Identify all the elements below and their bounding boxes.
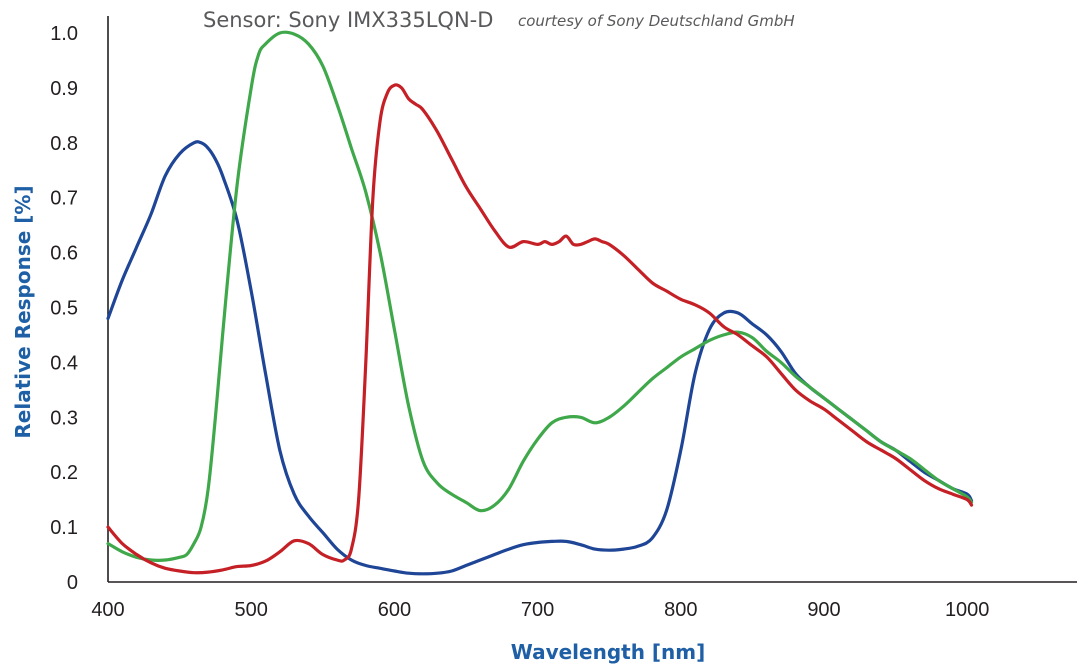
chart-title-text: Sensor: Sony IMX335LQN-D bbox=[203, 8, 493, 32]
x-tick-label: 1000 bbox=[945, 599, 990, 621]
chart-subtitle-text: courtesy of Sony Deutschland GmbH bbox=[518, 12, 795, 30]
y-tick-label: 0.1 bbox=[50, 517, 78, 539]
blue-response-line bbox=[106, 140, 974, 576]
axes bbox=[107, 16, 1077, 583]
series-layer bbox=[106, 30, 974, 576]
y-tick-labels: 0 0.1 0.2 0.3 0.4 0.5 0.6 0.7 0.8 0.9 1.0 bbox=[50, 23, 78, 594]
y-tick-label: 0.9 bbox=[50, 78, 78, 100]
x-tick-label: 700 bbox=[521, 599, 554, 621]
x-axis-label: Wavelength [nm] bbox=[511, 640, 706, 664]
x-tick-label: 600 bbox=[378, 599, 411, 621]
green-response-line bbox=[106, 30, 974, 562]
y-tick-label: 0 bbox=[67, 572, 78, 594]
y-tick-label: 0.4 bbox=[50, 352, 78, 374]
y-tick-label: 0.2 bbox=[50, 462, 78, 484]
red-response-line bbox=[106, 83, 974, 575]
x-tick-labels: 400 500 600 700 800 900 1000 bbox=[91, 599, 989, 621]
x-tick-label: 800 bbox=[664, 599, 697, 621]
x-tick-label: 500 bbox=[235, 599, 268, 621]
chart-title: Sensor: Sony IMX335LQN-D courtesy of Son… bbox=[203, 8, 795, 32]
y-tick-label: 1.0 bbox=[50, 23, 78, 45]
y-axis-label: Relative Response [%] bbox=[11, 185, 35, 438]
y-tick-label: 0.5 bbox=[50, 298, 78, 320]
x-tick-label: 900 bbox=[807, 599, 840, 621]
y-tick-label: 0.7 bbox=[50, 188, 78, 210]
x-tick-label: 400 bbox=[91, 599, 124, 621]
y-tick-label: 0.3 bbox=[50, 407, 78, 429]
y-tick-label: 0.6 bbox=[50, 243, 78, 265]
y-tick-label: 0.8 bbox=[50, 133, 78, 155]
